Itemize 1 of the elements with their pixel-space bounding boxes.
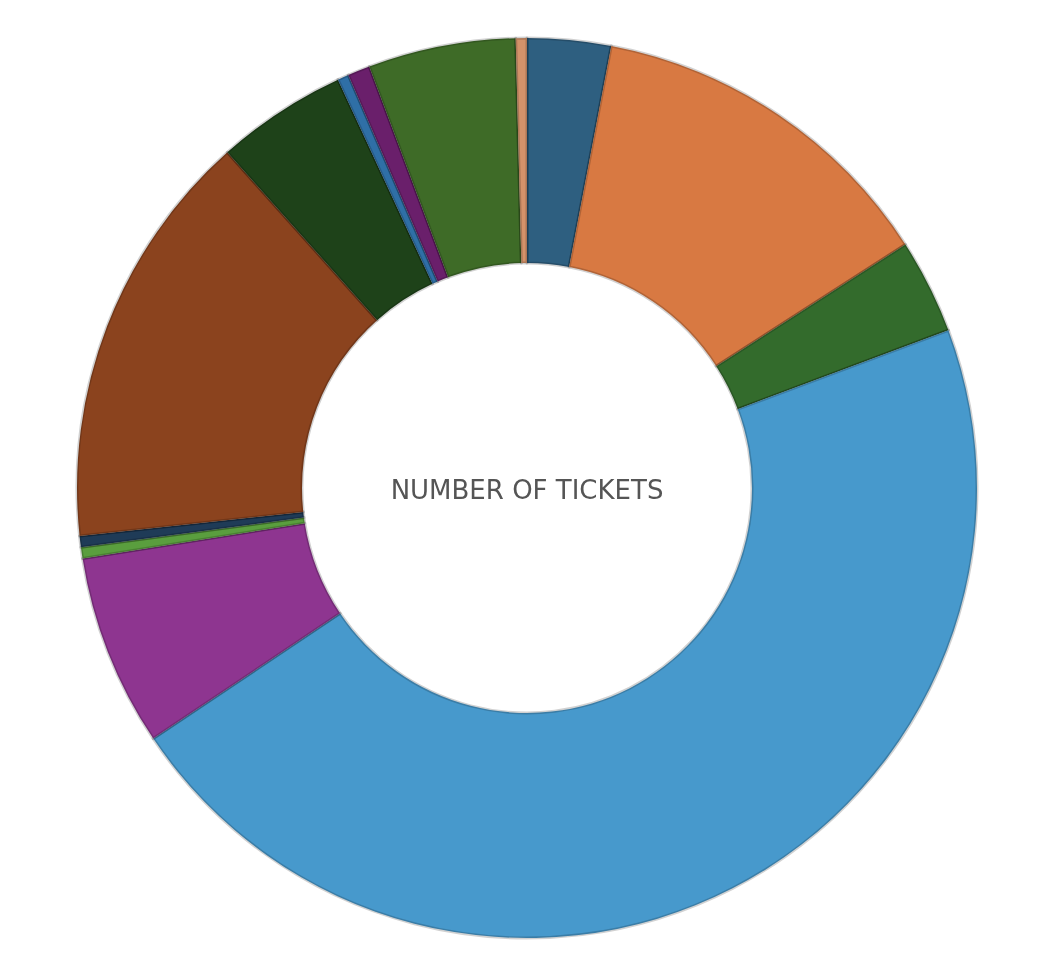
text: NUMBER OF TICKETS: [390, 475, 664, 505]
